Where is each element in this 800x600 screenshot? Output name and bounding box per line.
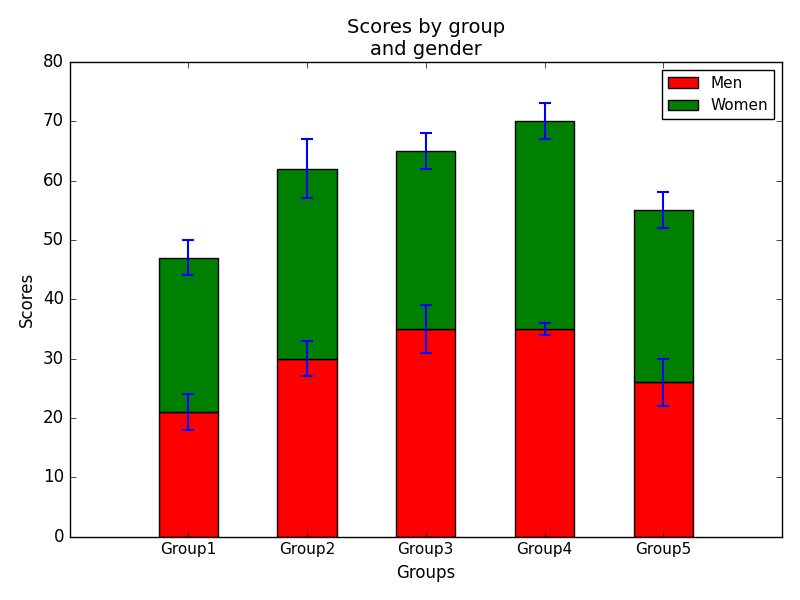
Bar [396, 329, 455, 536]
Bar [634, 210, 693, 382]
Legend: Men, Women: Men, Women [662, 70, 774, 119]
Bar [158, 412, 218, 536]
Bar [278, 169, 337, 359]
X-axis label: Groups: Groups [396, 564, 455, 582]
Bar [515, 121, 574, 329]
Title: Scores by group
and gender: Scores by group and gender [346, 18, 505, 59]
Y-axis label: Scores: Scores [18, 272, 36, 327]
Bar [634, 382, 693, 536]
Bar [515, 329, 574, 536]
Bar [278, 359, 337, 536]
Bar [396, 151, 455, 329]
Bar [158, 257, 218, 412]
